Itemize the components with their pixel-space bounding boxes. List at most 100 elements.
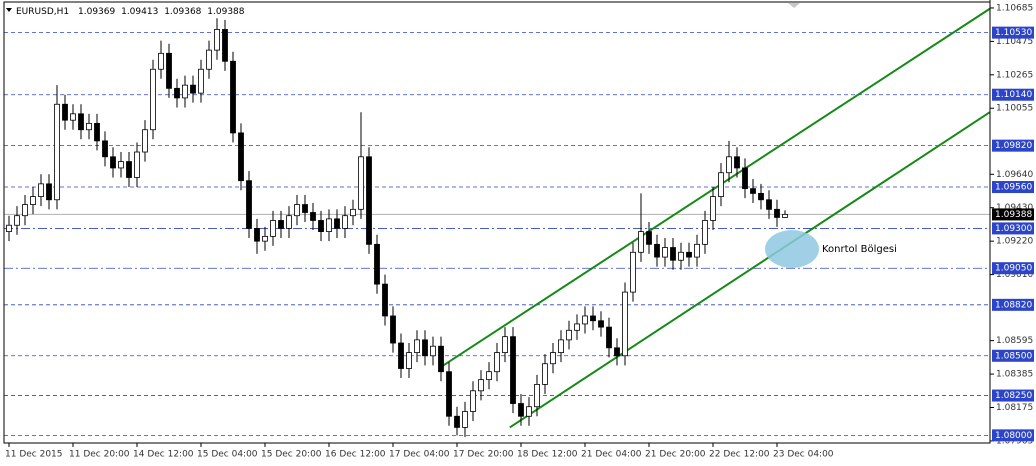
level-label: 1.08820 (995, 300, 1032, 310)
header-high: 1.09413 (121, 7, 158, 17)
x-tick-label: 15 Dec 04:00 (197, 450, 258, 460)
candle-body (678, 251, 684, 261)
candle-body (126, 161, 132, 178)
candle-body (62, 103, 68, 121)
candle-body (782, 214, 788, 218)
candle-body (638, 231, 644, 253)
candle-body (502, 336, 508, 353)
candle-body (326, 218, 332, 233)
price-box (992, 208, 1034, 221)
candle-body (766, 199, 772, 210)
candle-body (174, 87, 180, 99)
annotation: Konrtol Bölgesi (822, 244, 897, 255)
candle-body (718, 172, 724, 197)
level-label: 1.10530 (995, 28, 1032, 38)
level-label-box (992, 139, 1034, 152)
x-tick-label: 18 Dec 12:00 (517, 450, 578, 460)
candle-body (758, 193, 764, 201)
candle-body (30, 196, 36, 205)
candle-body (294, 204, 300, 217)
y-tick-label: 1.10055 (996, 104, 1033, 114)
level-label-box (992, 429, 1034, 442)
candle-body (750, 188, 756, 194)
control-zone (765, 230, 819, 268)
candle-body (430, 345, 436, 357)
candle-body (358, 156, 364, 210)
candle-body (6, 224, 12, 233)
y-tick-label: 1.08595 (996, 336, 1033, 346)
candle-body (686, 251, 692, 258)
candle-body (190, 84, 196, 94)
candle-body (558, 339, 564, 353)
y-tick-label: 1.10685 (996, 3, 1033, 13)
candle-body (198, 68, 204, 94)
candle-body (662, 247, 668, 258)
level-label: 1.09300 (995, 224, 1032, 234)
candle-body (694, 243, 700, 258)
candle-body (262, 235, 268, 242)
candle-body (774, 208, 780, 218)
level-label: 1.09820 (995, 141, 1032, 151)
y-tick-label: 1.08175 (996, 403, 1033, 413)
candle-body (350, 208, 356, 217)
candle-body (38, 183, 44, 197)
candle-body (118, 161, 124, 169)
candle-body (318, 220, 324, 233)
candle-body (166, 52, 172, 89)
candle-body (550, 352, 556, 365)
y-tick-label: 1.07965 (996, 436, 1033, 446)
x-tick-label: 17 Dec 04:00 (389, 450, 450, 460)
header: EURUSD,H1 1.09369 1.09413 1.09368 1.0938… (16, 7, 245, 17)
candle-body (702, 220, 708, 245)
candle-body (222, 29, 228, 62)
x-tick-label: 16 Dec 12:00 (325, 450, 386, 460)
candle-body (526, 406, 532, 417)
candle-body (206, 49, 212, 70)
header-close: 1.09388 (207, 7, 244, 17)
candle-body (142, 129, 148, 153)
candle-body (270, 220, 276, 237)
candle-body (102, 140, 108, 158)
candle-body (454, 415, 460, 428)
candle-body (590, 315, 596, 322)
candle-body (310, 212, 316, 221)
candle-body (534, 384, 540, 408)
candle-body (726, 156, 732, 174)
header-open: 1.09369 (78, 7, 115, 17)
x-tick-label: 15 Dec 20:00 (261, 450, 322, 460)
candle-body (158, 52, 164, 70)
candle-body (54, 103, 60, 201)
level-label: 1.08250 (995, 391, 1032, 401)
candle-body (542, 363, 548, 385)
candle-body (230, 60, 236, 134)
x-tick-label: 11 Dec 20:00 (69, 450, 130, 460)
candle-body (486, 371, 492, 381)
candle-body (446, 371, 452, 417)
candle-body (670, 247, 676, 261)
level-label-box (992, 222, 1034, 235)
candle-body (342, 215, 348, 229)
candle-body (654, 243, 660, 258)
candle-body (214, 29, 220, 51)
level-label: 1.08500 (995, 351, 1032, 361)
candle-body (110, 156, 116, 169)
candle-body (286, 215, 292, 229)
level-label-box (992, 26, 1034, 39)
y-tick-label: 1.10475 (996, 37, 1033, 47)
candle-body (622, 291, 628, 357)
y-tick-label: 1.09010 (996, 270, 1033, 280)
candle-body (86, 122, 92, 131)
candle-body (238, 132, 244, 182)
candle-body (470, 390, 476, 412)
candle-body (278, 220, 284, 229)
x-tick-label: 21 Dec 20:00 (645, 450, 706, 460)
candle-body (302, 204, 308, 213)
candle-body (374, 243, 380, 285)
price-label: 1.09388 (995, 210, 1032, 220)
axis-bg (0, 443, 1036, 466)
level-label-box (992, 389, 1034, 402)
level-label: 1.09560 (995, 183, 1032, 193)
level-label: 1.09050 (995, 264, 1032, 274)
